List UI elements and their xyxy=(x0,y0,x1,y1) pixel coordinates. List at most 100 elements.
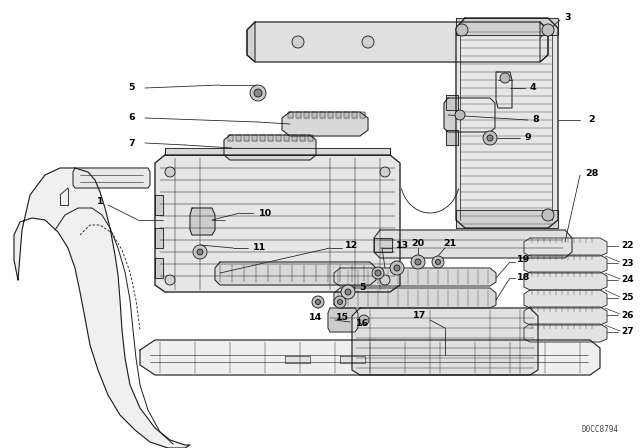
Circle shape xyxy=(455,110,465,120)
Circle shape xyxy=(312,296,324,308)
Text: 16: 16 xyxy=(356,319,370,328)
Circle shape xyxy=(542,24,554,36)
Polygon shape xyxy=(334,288,496,308)
Circle shape xyxy=(165,167,175,177)
Circle shape xyxy=(415,259,421,265)
Circle shape xyxy=(197,249,203,255)
Text: 27: 27 xyxy=(621,327,634,336)
Circle shape xyxy=(345,289,351,295)
Polygon shape xyxy=(352,308,538,375)
Circle shape xyxy=(359,315,369,325)
Polygon shape xyxy=(524,238,607,256)
Text: 7: 7 xyxy=(129,138,135,147)
Polygon shape xyxy=(268,135,273,141)
Polygon shape xyxy=(236,135,241,141)
Polygon shape xyxy=(73,168,150,188)
Polygon shape xyxy=(155,155,400,292)
Polygon shape xyxy=(165,148,390,155)
Circle shape xyxy=(341,285,355,299)
Circle shape xyxy=(456,24,468,36)
Polygon shape xyxy=(524,324,607,342)
Circle shape xyxy=(372,267,384,279)
Text: 22: 22 xyxy=(621,241,634,250)
Circle shape xyxy=(487,135,493,141)
Text: 20: 20 xyxy=(412,238,424,247)
Polygon shape xyxy=(456,18,558,35)
Circle shape xyxy=(390,261,404,275)
Polygon shape xyxy=(446,130,458,145)
Polygon shape xyxy=(312,112,317,118)
Polygon shape xyxy=(247,22,255,62)
Circle shape xyxy=(483,131,497,145)
Polygon shape xyxy=(374,230,572,258)
Circle shape xyxy=(316,300,321,305)
Circle shape xyxy=(375,270,381,276)
Text: 24: 24 xyxy=(621,276,634,284)
Circle shape xyxy=(380,275,390,285)
Polygon shape xyxy=(190,208,215,235)
Polygon shape xyxy=(252,135,257,141)
Polygon shape xyxy=(285,356,310,363)
Polygon shape xyxy=(444,98,495,132)
Circle shape xyxy=(394,265,400,271)
Circle shape xyxy=(435,259,440,264)
Circle shape xyxy=(380,167,390,177)
Text: 8: 8 xyxy=(532,116,540,125)
Text: 6: 6 xyxy=(129,113,135,122)
Text: 9: 9 xyxy=(525,134,531,142)
Polygon shape xyxy=(374,238,392,252)
Polygon shape xyxy=(247,22,548,62)
Text: 11: 11 xyxy=(253,244,267,253)
Polygon shape xyxy=(155,258,163,278)
Polygon shape xyxy=(524,290,607,308)
Circle shape xyxy=(292,36,304,48)
Circle shape xyxy=(432,256,444,268)
Circle shape xyxy=(411,255,425,269)
Text: 10: 10 xyxy=(259,208,271,217)
Polygon shape xyxy=(456,18,558,228)
Polygon shape xyxy=(340,356,365,363)
Polygon shape xyxy=(284,135,289,141)
Polygon shape xyxy=(296,112,301,118)
Circle shape xyxy=(334,296,346,308)
Polygon shape xyxy=(524,307,607,325)
Text: 26: 26 xyxy=(621,310,634,319)
Polygon shape xyxy=(540,22,548,62)
Text: 18: 18 xyxy=(517,273,531,283)
Text: 21: 21 xyxy=(444,238,456,247)
Text: 19: 19 xyxy=(517,255,531,264)
Text: 17: 17 xyxy=(413,311,427,320)
Polygon shape xyxy=(352,112,357,118)
Polygon shape xyxy=(276,135,281,141)
Circle shape xyxy=(362,36,374,48)
Circle shape xyxy=(250,85,266,101)
Text: 4: 4 xyxy=(530,83,536,92)
Polygon shape xyxy=(300,135,305,141)
Text: 12: 12 xyxy=(346,241,358,250)
Polygon shape xyxy=(304,112,309,118)
Polygon shape xyxy=(292,135,297,141)
Polygon shape xyxy=(244,135,249,141)
Circle shape xyxy=(500,73,510,83)
Text: 23: 23 xyxy=(621,258,634,267)
Polygon shape xyxy=(140,340,600,375)
Text: 2: 2 xyxy=(589,116,595,125)
Polygon shape xyxy=(155,228,163,248)
Circle shape xyxy=(193,245,207,259)
Polygon shape xyxy=(228,135,233,141)
Text: 5: 5 xyxy=(129,83,135,92)
Polygon shape xyxy=(155,195,163,215)
Text: 1: 1 xyxy=(97,198,103,207)
Text: D0CC8794: D0CC8794 xyxy=(581,426,618,435)
Polygon shape xyxy=(260,135,265,141)
Circle shape xyxy=(337,300,342,305)
Polygon shape xyxy=(224,135,316,160)
Polygon shape xyxy=(320,112,325,118)
Polygon shape xyxy=(328,112,333,118)
Polygon shape xyxy=(344,112,349,118)
Polygon shape xyxy=(360,112,365,118)
Polygon shape xyxy=(524,272,607,290)
Polygon shape xyxy=(282,112,368,136)
Polygon shape xyxy=(336,112,341,118)
Polygon shape xyxy=(215,262,376,285)
